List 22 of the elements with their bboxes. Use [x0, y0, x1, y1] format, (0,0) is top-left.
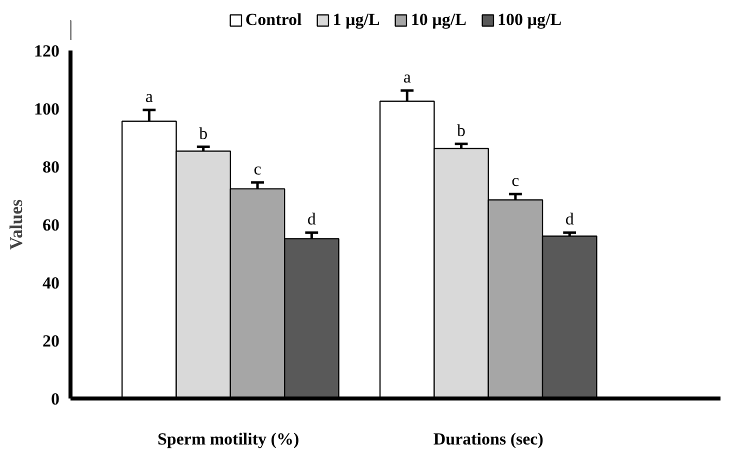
data-label: b: [199, 124, 208, 143]
data-label: c: [512, 171, 520, 190]
y-axis-title: Values: [6, 199, 26, 250]
legend-label: Control: [245, 10, 302, 30]
data-label: c: [254, 159, 262, 178]
y-tick-label: 80: [42, 158, 60, 176]
legend-label: 10 µg/L: [410, 10, 466, 30]
x-tick-label: Sperm motility (%): [157, 430, 300, 448]
y-tick-label: 20: [42, 332, 60, 350]
legend-label: 100 µg/L: [497, 10, 562, 30]
x-tick-label: Durations (sec): [433, 430, 544, 448]
data-label: a: [403, 68, 412, 87]
data-label: a: [145, 86, 154, 106]
y-tick-label: 0: [51, 390, 60, 408]
legend-label: 1 µg/L: [332, 10, 380, 30]
data-label: d: [307, 210, 316, 229]
y-tick-label: 120: [34, 42, 60, 60]
data-label: d: [565, 210, 574, 229]
y-tick-label: 100: [34, 100, 60, 118]
y-tick-label: 40: [42, 274, 60, 292]
y-tick-label: 60: [42, 216, 60, 234]
data-label: b: [457, 120, 466, 140]
